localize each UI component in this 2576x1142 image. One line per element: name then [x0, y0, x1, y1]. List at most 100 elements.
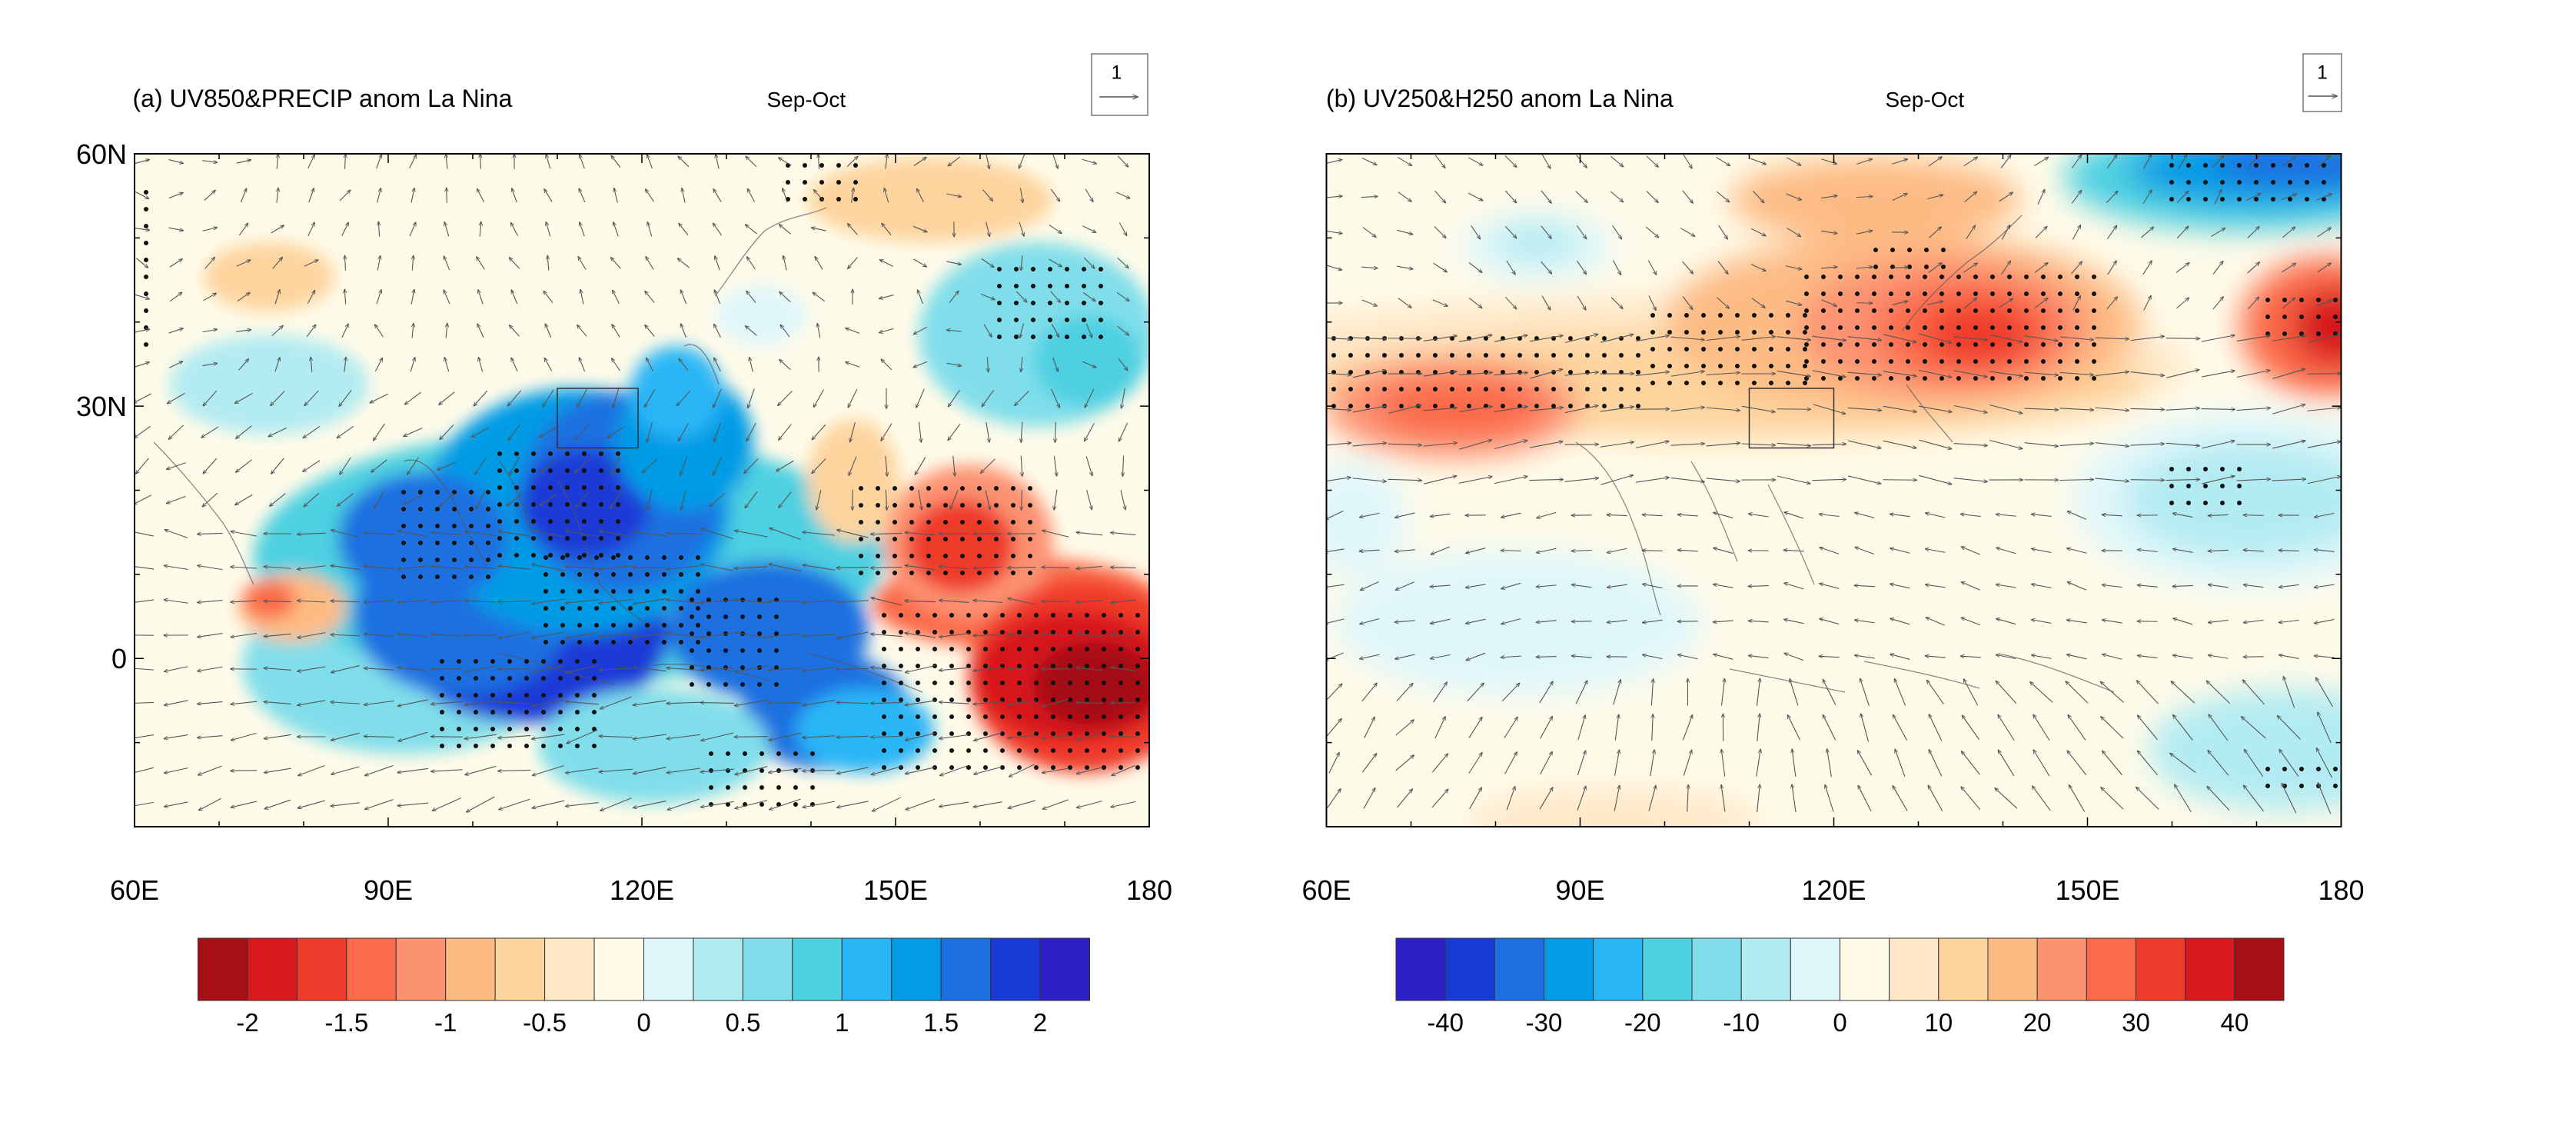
wind-vector [231, 601, 258, 602]
wind-vector [2136, 787, 2159, 810]
wind-vector [331, 732, 360, 740]
significance-dot [810, 785, 815, 790]
wind-vector [1670, 407, 1705, 412]
wind-vector [578, 257, 587, 270]
panel-a-map [135, 154, 1149, 827]
wind-vector [474, 390, 488, 406]
colorbar-swatch [1889, 937, 1939, 1001]
significance-dot [1102, 731, 1106, 736]
wind-vector [1777, 442, 1811, 445]
significance-dot [1872, 376, 1876, 381]
wind-vector [412, 323, 414, 338]
significance-dot [2186, 501, 2191, 505]
wind-vector [135, 294, 150, 299]
wind-vector [499, 798, 530, 809]
wind-vector [1112, 765, 1135, 776]
significance-dot [531, 519, 536, 524]
wind-vector [1111, 801, 1136, 807]
wind-vector [980, 293, 995, 299]
significance-dot [1821, 308, 1826, 313]
wind-vector [1536, 657, 1557, 658]
wind-vector [1076, 668, 1103, 671]
wind-vector [1635, 441, 1669, 448]
significance-dot [916, 664, 920, 668]
wind-vector [1360, 512, 1380, 517]
wind-vector [779, 158, 792, 166]
wind-vector [1855, 547, 1875, 555]
significance-dot [859, 520, 863, 524]
significance-dot [723, 598, 728, 602]
wind-vector [1652, 714, 1653, 741]
wind-vector [198, 633, 223, 638]
wind-vector [667, 798, 700, 810]
wind-vector [277, 188, 278, 203]
significance-dot [1568, 387, 1573, 391]
wind-vector [1600, 442, 1634, 448]
significance-dot [469, 541, 474, 545]
significance-dot [599, 468, 603, 473]
significance-dot [1135, 748, 1140, 753]
significance-dot [452, 490, 457, 494]
wind-vector [1607, 548, 1627, 552]
significance-dot [899, 613, 903, 618]
wind-vector [440, 424, 454, 439]
wind-vector [645, 325, 655, 337]
wind-vector [1008, 634, 1036, 638]
significance-dot [599, 553, 603, 558]
wind-vector [240, 188, 246, 203]
wind-vector [203, 458, 218, 474]
wind-vector [2247, 297, 2259, 310]
wind-vector [339, 190, 351, 201]
wind-vector [2095, 338, 2129, 339]
wind-vector [1398, 298, 1411, 308]
significance-dot [1602, 387, 1607, 391]
wind-vector [1847, 440, 1881, 448]
significance-dot [1924, 265, 1929, 269]
significance-dot [1467, 387, 1471, 391]
significance-dot [452, 541, 457, 545]
significance-dot [696, 640, 700, 644]
wind-vector [1890, 654, 1910, 660]
wind-vector [1646, 191, 1658, 203]
significance-dot [1118, 681, 1123, 685]
wind-vector [1397, 789, 1413, 808]
wind-vector [2176, 191, 2189, 204]
wind-vector [1468, 262, 1482, 273]
significance-dot [457, 727, 461, 731]
wind-vector [304, 260, 318, 267]
wind-vector [2236, 336, 2270, 342]
significance-dot [760, 751, 764, 756]
significance-dot [943, 486, 948, 491]
wind-vector [647, 489, 653, 510]
significance-dot [1684, 330, 1689, 335]
significance-dot [926, 486, 931, 491]
significance-dot [1939, 275, 1944, 279]
significance-dot [1000, 681, 1005, 685]
wind-vector [1015, 291, 1026, 302]
significance-dot [1889, 325, 1893, 330]
wind-vector [2136, 681, 2159, 704]
significance-dot [943, 537, 948, 541]
wind-vector [2214, 189, 2222, 205]
wind-vector [135, 425, 151, 438]
wind-vector [1820, 195, 1837, 199]
wind-vector [666, 533, 700, 534]
wind-vector [768, 703, 802, 704]
wind-vector [1529, 335, 1563, 342]
significance-dot [2007, 275, 2012, 279]
wind-vector [2176, 226, 2189, 239]
significance-dot [1416, 387, 1421, 391]
wind-vector [816, 489, 822, 510]
significance-dot [2024, 376, 2029, 381]
wind-vector [2102, 654, 2122, 660]
significance-dot [1821, 376, 1826, 381]
wind-vector [1820, 584, 1840, 589]
wind-vector [666, 734, 700, 738]
significance-dot [1135, 630, 1140, 634]
wind-vector [164, 666, 188, 671]
wind-vector [404, 494, 423, 504]
wind-vector [1430, 585, 1451, 587]
significance-dot [760, 768, 764, 773]
wind-vector [377, 255, 381, 271]
